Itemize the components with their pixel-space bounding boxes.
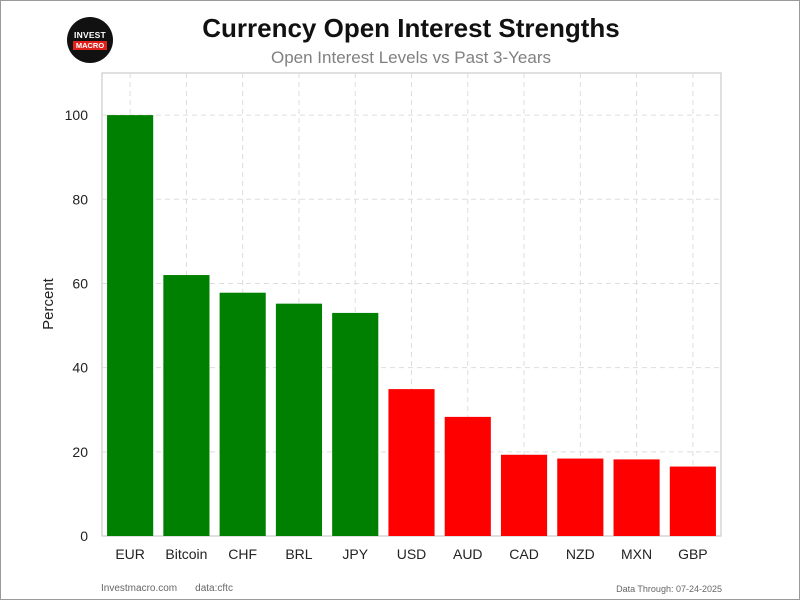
x-tick-label-gbp: GBP	[678, 546, 708, 562]
y-tick-label: 0	[80, 528, 88, 544]
chart-title: Currency Open Interest Strengths	[202, 13, 620, 43]
bar-aud	[444, 416, 491, 536]
footer-data-through: Data Through: 07-24-2025	[616, 584, 722, 594]
x-tick-label-bitcoin: Bitcoin	[165, 546, 207, 562]
bar-nzd	[557, 458, 604, 536]
investmacro-logo: INVEST MACRO	[67, 17, 113, 63]
x-tick-label-aud: AUD	[453, 546, 483, 562]
y-axis-label: Percent	[40, 277, 57, 330]
footer-site: Investmacro.com	[101, 583, 178, 594]
bars	[107, 115, 716, 536]
footer-source: data:cftc	[195, 583, 233, 594]
x-tick-label-chf: CHF	[228, 546, 257, 562]
bar-chf	[219, 292, 266, 536]
y-tick-label: 80	[72, 191, 88, 207]
bar-jpy	[332, 312, 379, 536]
y-tick-label: 60	[72, 275, 88, 291]
x-tick-labels: EUR Bitcoin CHF BRL JPY USD AUD CAD NZD MXN GBP	[115, 546, 707, 562]
bar-eur	[107, 115, 154, 536]
x-tick-label-nzd: NZD	[566, 546, 595, 562]
x-tick-label-eur: EUR	[115, 546, 145, 562]
logo-text-top: INVEST	[74, 30, 106, 40]
x-tick-label-usd: USD	[397, 546, 427, 562]
x-tick-label-jpy: JPY	[342, 546, 368, 562]
bar-brl	[275, 303, 323, 536]
y-tick-labels: 0 20 40 60 80 100	[65, 107, 89, 544]
bar-gbp	[669, 466, 716, 536]
y-tick-label: 40	[72, 360, 88, 376]
bar-mxn	[613, 459, 660, 536]
x-tick-label-mxn: MXN	[621, 546, 652, 562]
bar-cad	[500, 454, 548, 536]
bar-usd	[388, 389, 435, 536]
x-tick-label-cad: CAD	[509, 546, 539, 562]
y-tick-label: 20	[72, 444, 88, 460]
y-tick-label: 100	[65, 107, 89, 123]
chart-subtitle: Open Interest Levels vs Past 3-Years	[270, 48, 552, 67]
footer-credits: Investmacro.com data:cftc	[101, 583, 233, 594]
logo-text-bottom: MACRO	[72, 41, 108, 50]
bar-bitcoin	[163, 275, 210, 536]
x-tick-label-brl: BRL	[285, 546, 312, 562]
